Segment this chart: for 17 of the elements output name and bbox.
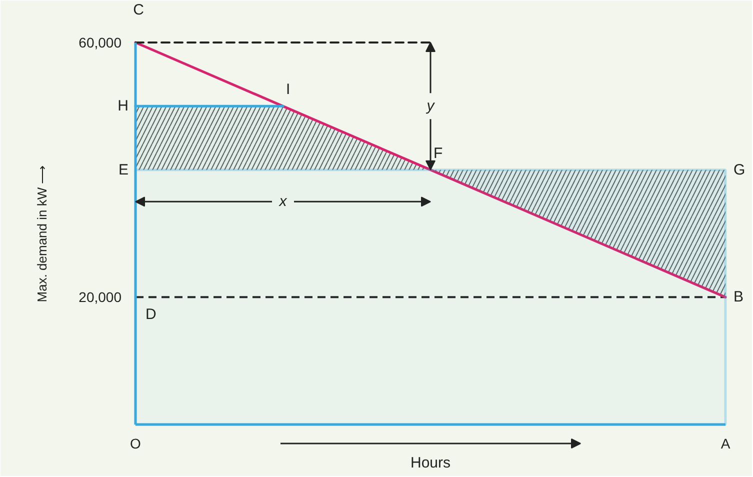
annotation: E (118, 161, 129, 178)
data-label: I (286, 81, 290, 98)
x-axis-title: Hours (410, 454, 451, 472)
data-label: C (133, 2, 144, 18)
y-tick-label: 20,000 (78, 289, 122, 306)
ref-line-label: D (146, 306, 156, 324)
x-tick-label: O (130, 436, 142, 452)
data-label: F (434, 144, 443, 162)
data-label: H (118, 98, 129, 115)
data-label: B (734, 288, 744, 306)
x-tick-label: A (720, 436, 731, 452)
line-series (134, 41, 727, 298)
annotation: y (426, 98, 436, 115)
y-axis-title: Max. demand in kW ⟶ (34, 164, 50, 302)
annotation: x (278, 193, 288, 210)
annotation: G (734, 161, 746, 178)
y-tick-label: 60,000 (78, 34, 122, 50)
